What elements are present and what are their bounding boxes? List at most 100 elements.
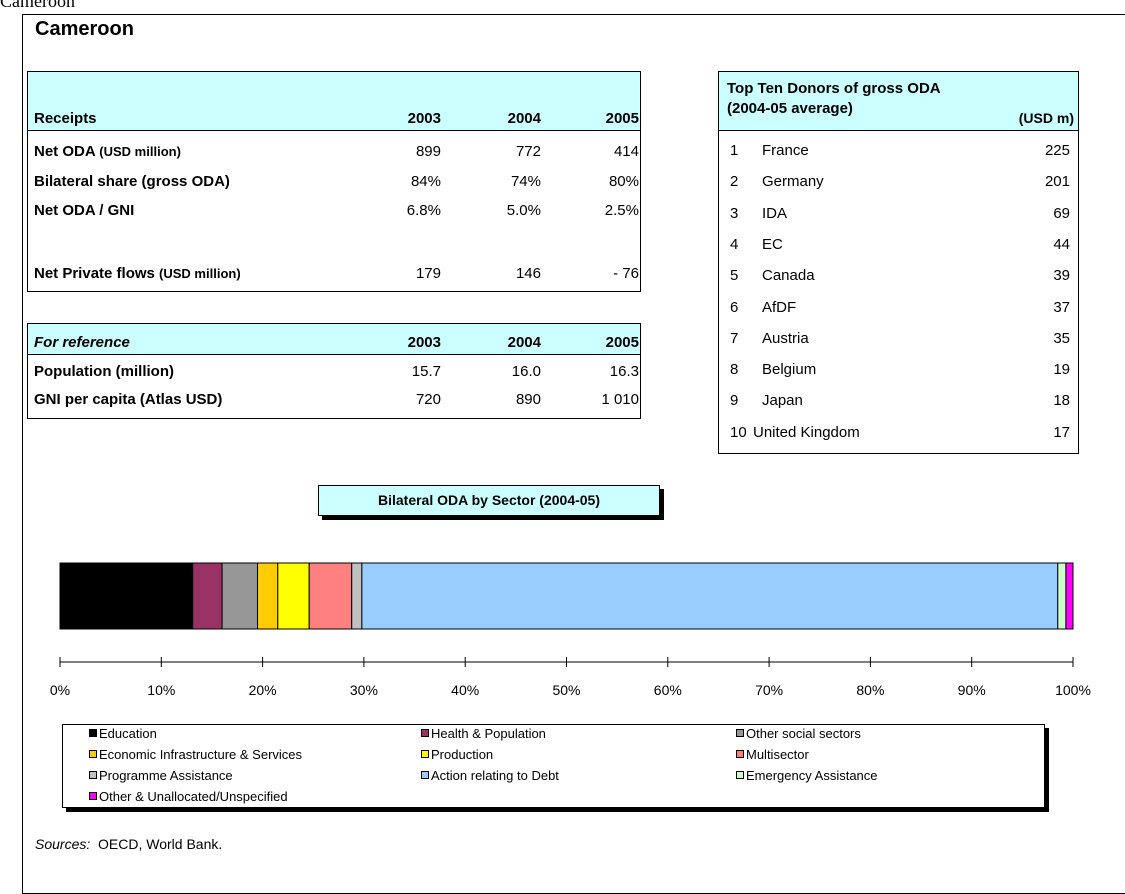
x-tick-label: 10% xyxy=(147,682,175,698)
legend-item: Programme Assistance xyxy=(89,767,233,784)
donor-rank: 4 xyxy=(730,235,739,253)
donor-name: United Kingdom xyxy=(753,423,860,441)
donor-name: Canada xyxy=(762,267,815,285)
donor-rank: 2 xyxy=(730,173,739,191)
row-label: Net ODA (USD million) xyxy=(34,143,181,160)
x-tick-label: 80% xyxy=(856,682,884,698)
donor-rank: 3 xyxy=(730,204,739,222)
legend-label: Education xyxy=(99,726,157,741)
legend-label: Multisector xyxy=(746,747,809,762)
x-tick-label: 100% xyxy=(1055,682,1091,698)
legend-item: Health & Population xyxy=(421,725,546,742)
row-label: Net Private flows (USD million) xyxy=(34,265,241,282)
donors-title: Top Ten Donors of gross ODA (2004-05 ave… xyxy=(727,80,941,117)
row-label-text: Population (million) xyxy=(34,363,174,380)
row-label: Bilateral share (gross ODA) xyxy=(34,173,230,190)
legend-item: Action relating to Debt xyxy=(421,767,559,784)
cell-value: 1 010 xyxy=(601,391,639,408)
table-header: Receipts 2003 2004 2005 xyxy=(28,72,640,131)
year-header: 2005 xyxy=(605,110,639,127)
reference-table: For reference 2003 2004 2005 Population (mil… xyxy=(27,323,641,419)
bar-segment xyxy=(59,562,194,630)
x-tick-label: 50% xyxy=(552,682,580,698)
donor-name: Austria xyxy=(762,329,809,347)
x-tick-label: 40% xyxy=(451,682,479,698)
cell-value: 15.7 xyxy=(411,363,441,380)
row-label-text: Net ODA / GNI xyxy=(34,202,135,219)
cell-value: 772 xyxy=(515,143,541,160)
title: Cameroon xyxy=(35,18,134,40)
donor-rank: 6 xyxy=(730,298,739,316)
donor-amount: 37 xyxy=(1053,298,1070,316)
year-header: 2004 xyxy=(507,110,541,127)
table-header: For reference 2003 2004 2005 xyxy=(28,324,640,355)
bar-segment xyxy=(351,562,363,630)
cell-value: 16.0 xyxy=(511,363,541,380)
cell-value: 890 xyxy=(515,391,541,408)
cell-value: 146 xyxy=(515,265,541,282)
legend-swatch xyxy=(421,771,429,779)
sector-chart: 0% 10% 20% 30% 40% 50% 60% 70% 80% 90% 100% xyxy=(50,562,1091,698)
cell-value: 179 xyxy=(415,265,441,282)
row-unit: (USD million) xyxy=(99,144,181,159)
cell-value: 899 xyxy=(415,143,441,160)
legend-item: Other & Unallocated/Unspecified xyxy=(89,788,288,805)
cell-value: 84% xyxy=(410,173,441,190)
legend: Education Health & Population Other social… xyxy=(62,724,1045,808)
legend-item: Education xyxy=(89,725,157,742)
donor-name: Japan xyxy=(762,392,803,410)
legend-label: Production xyxy=(431,747,494,762)
donor-name: Belgium xyxy=(762,361,817,379)
donor-rank: 8 xyxy=(730,361,739,379)
legend-item: Emergency Assistance xyxy=(736,767,878,784)
donors-header: Top Ten Donors of gross ODA (2004-05 ave… xyxy=(719,72,1078,131)
legend-swatch xyxy=(736,750,744,758)
legend-swatch xyxy=(736,729,744,737)
donors-table: Top Ten Donors of gross ODA (2004-05 ave… xyxy=(718,71,1079,454)
legend-item: Multisector xyxy=(736,746,809,763)
donor-rank: 5 xyxy=(730,267,739,285)
legend-swatch xyxy=(736,771,744,779)
legend-label: Action relating to Debt xyxy=(431,768,559,783)
legend-label: Emergency Assistance xyxy=(746,768,878,783)
row-label: Population (million) xyxy=(34,363,174,380)
x-tick-label: 30% xyxy=(350,682,378,698)
cell-value: 80% xyxy=(608,173,639,190)
donor-rank: 10 xyxy=(730,423,747,441)
sources-text: OECD, World Bank. xyxy=(98,836,223,852)
bar-segment xyxy=(361,562,1059,630)
legend-item: Economic Infrastructure & Services xyxy=(89,746,302,763)
row-label: Net ODA / GNI xyxy=(34,202,134,219)
cell-value: 2.5% xyxy=(604,202,639,219)
bar-segment xyxy=(1065,562,1074,630)
donor-amount: 17 xyxy=(1053,423,1070,441)
donor-name: France xyxy=(762,142,809,159)
legend-swatch xyxy=(89,771,97,779)
cell-value: 720 xyxy=(415,391,441,408)
x-tick-label: 60% xyxy=(654,682,682,698)
legend-label: Economic Infrastructure & Services xyxy=(99,747,303,762)
donor-rank: 1 xyxy=(730,142,739,159)
donor-amount: 19 xyxy=(1053,361,1070,379)
sources-label: Sources: xyxy=(35,836,91,852)
chart-title: Bilateral ODA by Sector (2004-05) xyxy=(318,485,660,516)
cell-value: 16.3 xyxy=(609,363,639,380)
x-tick-label: 20% xyxy=(249,682,277,698)
row-unit: (USD million) xyxy=(159,266,241,281)
donor-name: EC xyxy=(762,235,783,253)
donor-name: AfDF xyxy=(762,298,797,316)
legend-label: Health & Population xyxy=(431,726,546,741)
x-tick-label: 70% xyxy=(755,682,783,698)
year-header: 2005 xyxy=(605,334,639,351)
year-header: 2004 xyxy=(507,334,541,351)
donor-amount: 35 xyxy=(1053,329,1070,347)
donor-rank: 7 xyxy=(730,329,739,347)
sources: Sources: OECD, World Bank. xyxy=(35,836,222,852)
legend-swatch xyxy=(421,750,429,758)
row-label: GNI per capita (Atlas USD) xyxy=(34,391,222,408)
bar-segment xyxy=(257,562,279,630)
donor-amount: 225 xyxy=(1044,142,1070,159)
legend-label: Other & Unallocated/Unspecified xyxy=(99,789,288,804)
row-label-text: Bilateral share (gross ODA) xyxy=(34,173,230,190)
